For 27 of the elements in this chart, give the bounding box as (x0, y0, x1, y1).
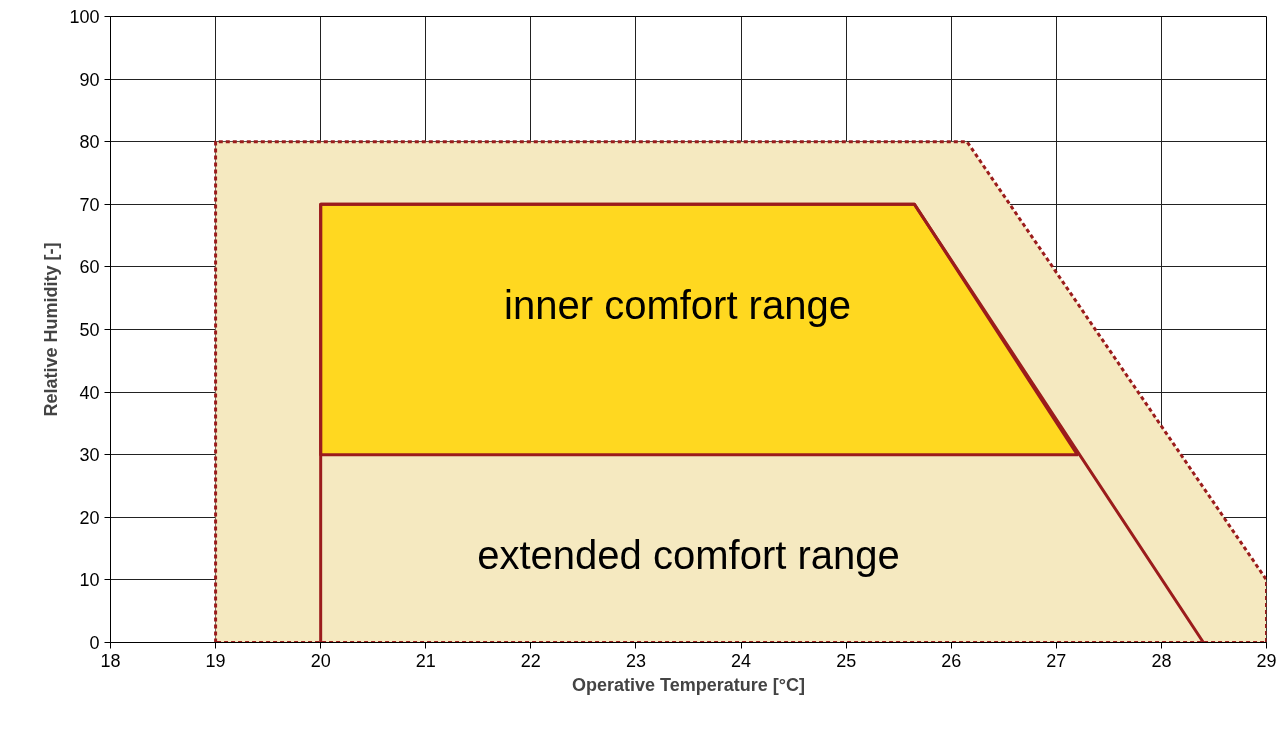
y-tick-label: 100 (69, 7, 100, 27)
y-tick-label: 20 (79, 507, 100, 528)
y-tick-label: 50 (79, 320, 100, 340)
y-tick-label: 10 (79, 570, 100, 591)
y-tick-label: 30 (79, 445, 100, 466)
x-tick-label: 27 (1046, 650, 1067, 671)
x-tick-label: 29 (1256, 650, 1277, 671)
y-tick-label: 80 (79, 132, 100, 153)
x-tick-label: 28 (1151, 650, 1172, 671)
x-tick-label: 25 (836, 650, 857, 671)
annotation: inner comfort range (504, 282, 851, 327)
x-tick-label: 22 (520, 650, 541, 671)
x-tick-label: 18 (100, 650, 121, 671)
x-tick-label: 23 (625, 650, 646, 671)
y-tick-label: 60 (79, 257, 100, 278)
y-axis-title: Relative Humidity [-] (41, 242, 62, 417)
x-tick-label: 20 (310, 650, 331, 671)
x-tick-label: 19 (205, 650, 226, 671)
annotation: extended comfort range (477, 532, 900, 577)
y-tick-label: 0 (89, 633, 100, 653)
y-tick-label: 40 (79, 382, 100, 403)
y-tick-label: 70 (79, 194, 100, 215)
x-axis-title: Operative Temperature [°C] (572, 674, 805, 695)
x-tick-label: 26 (941, 650, 962, 671)
x-tick-label: 24 (731, 650, 752, 671)
y-tick-label: 90 (79, 69, 100, 90)
x-tick-label: 21 (415, 650, 436, 671)
